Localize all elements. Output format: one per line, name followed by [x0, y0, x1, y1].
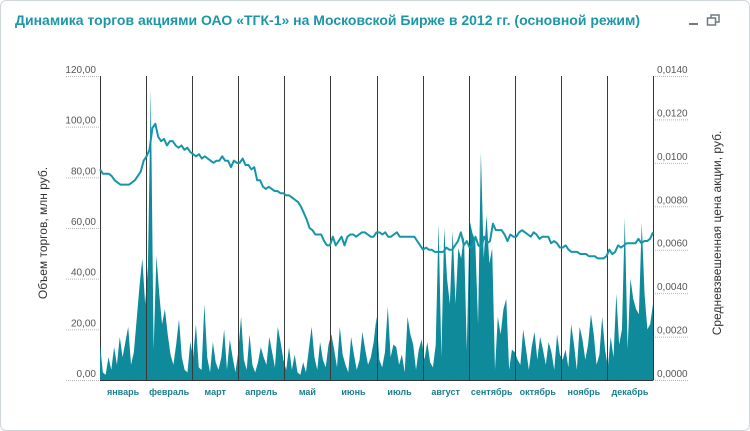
- month-label: октябрь: [520, 387, 557, 397]
- right-axis-title: Средневзвешенная цена акции, руб.: [710, 131, 724, 336]
- left-tick-label: 20,00: [71, 318, 96, 329]
- minimize-button[interactable]: [687, 13, 701, 27]
- month-label: июль: [387, 387, 412, 397]
- right-tick-label: 0,0140: [657, 65, 688, 76]
- right-tick-label: 0,0040: [657, 282, 688, 293]
- month-label: апрель: [245, 387, 278, 397]
- right-tick-label: 0,0000: [657, 369, 688, 380]
- month-label: март: [205, 387, 227, 397]
- left-tick-label: 80,00: [71, 166, 96, 177]
- left-tick-label: 120,00: [65, 65, 96, 76]
- left-tick-label: 100,00: [65, 116, 96, 127]
- minimize-icon: [689, 23, 698, 25]
- right-tick-label: 0,0020: [657, 326, 688, 337]
- right-tick-label: 0,0080: [657, 195, 688, 206]
- month-label: сентябрь: [471, 387, 513, 397]
- right-tick-label: 0,0060: [657, 239, 688, 250]
- left-tick-label: 40,00: [71, 268, 96, 279]
- volume-area: [100, 88, 653, 381]
- month-label: декабрь: [612, 387, 649, 397]
- month-label: июнь: [341, 387, 366, 397]
- window-title: Динамика торгов акциями ОАО «ТГК-1» на М…: [15, 12, 641, 28]
- left-tick-label: 60,00: [71, 217, 96, 228]
- left-axis-title: Объем торгов, млн руб.: [36, 167, 50, 299]
- month-label: май: [299, 387, 316, 397]
- month-label: ноябрь: [568, 387, 601, 397]
- restore-button[interactable]: [706, 13, 720, 27]
- month-label: февраль: [149, 387, 190, 397]
- right-tick-label: 0,0100: [657, 152, 688, 163]
- right-tick-label: 0,0120: [657, 108, 688, 119]
- month-label: январь: [107, 387, 140, 397]
- price-line: [99, 122, 654, 260]
- left-tick-label: 0,00: [77, 369, 97, 380]
- restore-icon: [706, 14, 720, 26]
- month-label: август: [431, 387, 460, 397]
